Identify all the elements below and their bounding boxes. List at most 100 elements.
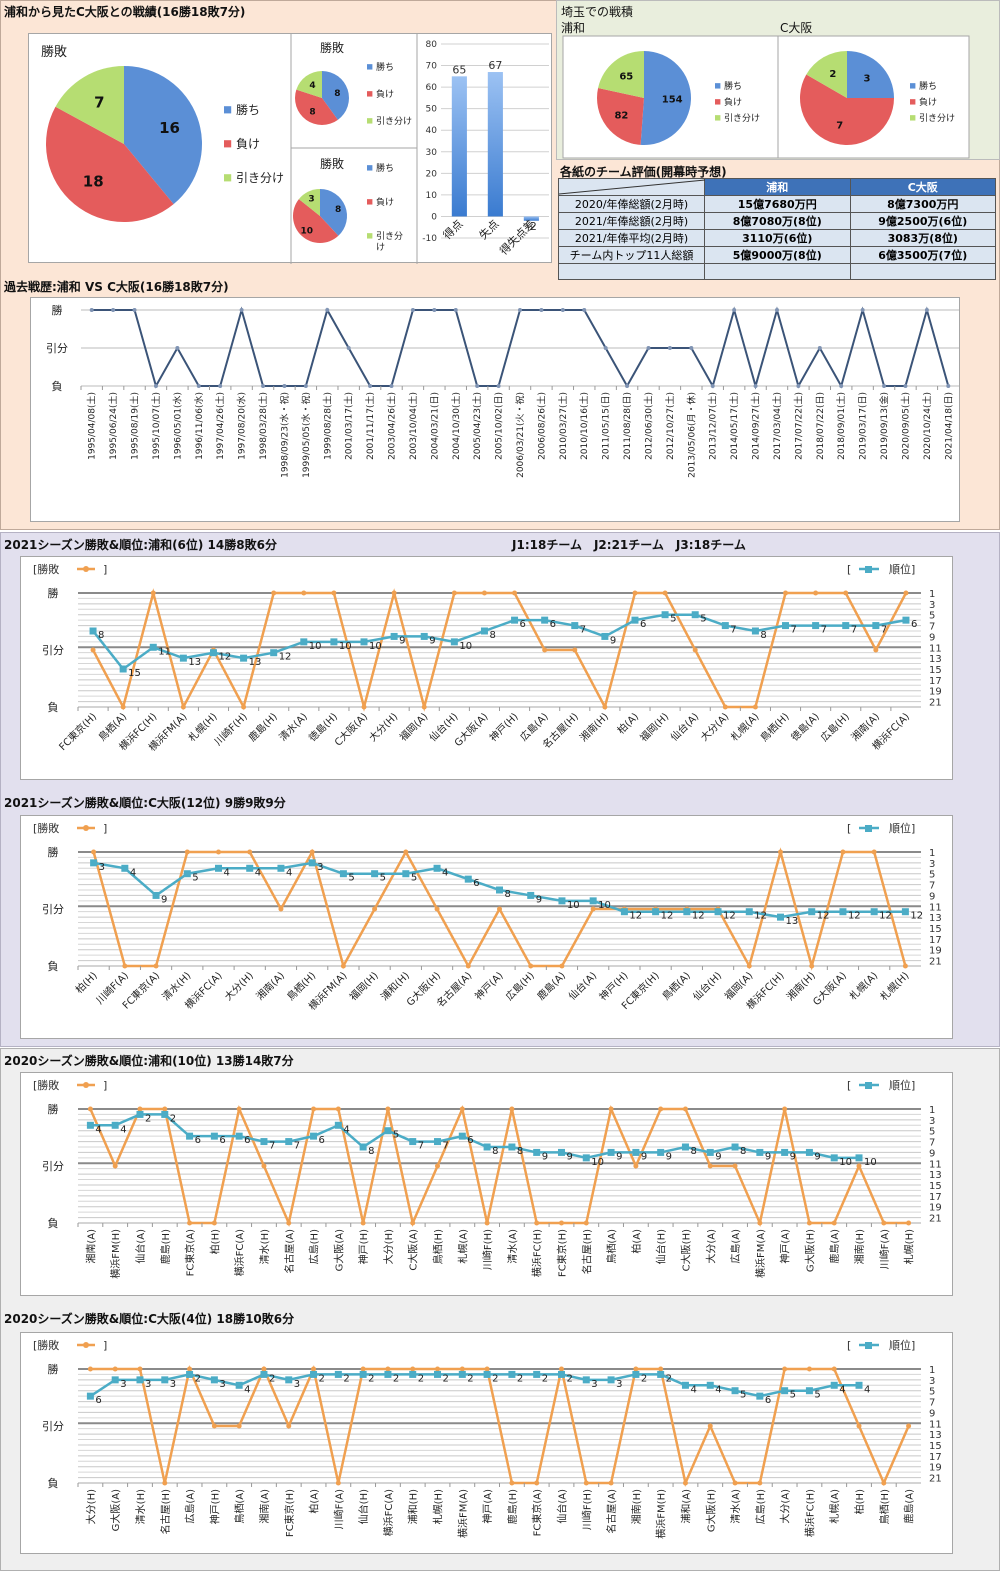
rank-data-label: 3	[591, 1379, 597, 1390]
legend-result-label: [勝敗	[33, 1078, 59, 1092]
x-tick-label: 神戸(A)	[472, 969, 506, 1003]
y-right-tick-label: 11	[929, 1159, 942, 1170]
result-point	[236, 1106, 242, 1112]
x-tick-label: 2020/09/05(土)	[899, 392, 911, 460]
result-point	[590, 906, 596, 912]
x-tick-label: 2003/10/04(土)	[407, 392, 419, 460]
x-tick-label: 仙台(A)	[566, 969, 600, 1003]
rank-point	[285, 1138, 293, 1146]
result-point	[385, 1366, 391, 1372]
result-series-line	[90, 1364, 910, 1488]
bar-data-label: -2	[526, 220, 537, 233]
legend-label: 引き分け	[236, 171, 284, 185]
rank-data-label: 4	[120, 1124, 126, 1135]
history-point	[732, 308, 737, 312]
y-right-tick-label: 19	[929, 946, 942, 957]
legend-swatch	[910, 99, 916, 105]
eval-row-label: チーム内トップ11人総額	[558, 246, 705, 264]
pie-data-label: 8	[334, 89, 340, 99]
pie-slice-draw	[55, 66, 124, 144]
rank-data-label: 10	[591, 1157, 604, 1168]
x-tick-label: 1995/04/08(土)	[86, 392, 98, 460]
rank-point	[161, 1376, 169, 1384]
result-point	[534, 1480, 540, 1486]
result-point	[682, 1480, 688, 1486]
saitama-cosaka-label: C大阪	[780, 21, 813, 35]
rank-point	[240, 654, 248, 662]
rank-point	[830, 1381, 838, 1389]
rank-point	[681, 1381, 689, 1389]
x-tick-label: 2018/07/22(日)	[815, 392, 826, 460]
eval-urawa-value: 5億9000万(8位)	[704, 246, 851, 264]
rank-data-label: 10	[567, 900, 580, 911]
x-tick-label: 大分(H)	[84, 1489, 97, 1524]
legend-swatch	[910, 83, 916, 89]
y-tick-label: 40	[426, 126, 438, 136]
rank-point	[277, 864, 285, 872]
history-point	[325, 308, 330, 312]
result-point	[831, 1366, 837, 1372]
y-left-tick-label: 勝	[48, 586, 59, 600]
rank-data-label: 9	[399, 635, 405, 646]
rank-point	[464, 875, 472, 883]
rank-point	[161, 1110, 169, 1118]
y-right-tick-label: 17	[929, 1192, 942, 1203]
rank-point	[745, 908, 753, 916]
x-tick-label: 2006/08/26(土)	[535, 392, 547, 460]
result-point	[632, 590, 638, 596]
rank-data-label: 2	[542, 1373, 548, 1384]
result-point	[150, 590, 156, 596]
rank-data-label: 4	[442, 867, 448, 878]
rank-point	[334, 1121, 342, 1129]
x-tick-label: 札幌(H)	[432, 1489, 445, 1524]
eval-urawa-value: 15億7680万円	[704, 195, 851, 213]
history-point	[839, 384, 844, 388]
result-point	[451, 590, 457, 596]
rank-point	[751, 627, 759, 635]
result-point	[873, 647, 879, 653]
result-point	[162, 1106, 168, 1112]
legend-swatch	[367, 233, 373, 239]
result-point	[528, 963, 534, 969]
legend-label: 引き分	[376, 231, 403, 242]
pie-data-label: 8	[309, 107, 315, 117]
rank-point	[384, 1127, 392, 1135]
rank-point	[872, 622, 880, 630]
rank-data-label: 13	[249, 657, 262, 668]
x-tick-label: 柏(A)	[630, 1229, 643, 1254]
x-tick-label: 2017/03/04(土)	[771, 392, 783, 460]
x-tick-label: 湘南(H)	[853, 1229, 866, 1264]
x-tick-label: 札幌(A)	[728, 710, 762, 744]
result-point	[757, 1480, 763, 1486]
x-tick-label: 徳島(A)	[788, 710, 822, 744]
rank-data-label: 3	[317, 862, 323, 873]
rank-data-label: 2	[517, 1373, 523, 1384]
x-tick-label: 札幌(H)	[877, 969, 911, 1003]
y-left-tick-label: 負	[48, 960, 59, 973]
x-tick-label: 広島(A)	[729, 1229, 742, 1264]
x-tick-label: 広島(H)	[818, 710, 852, 744]
rank-point	[215, 864, 222, 872]
x-tick-label: 柏(A)	[614, 710, 641, 737]
rank-data-label: 2	[666, 1373, 672, 1384]
y-right-tick-label: 15	[929, 1441, 942, 1452]
legend-label: 勝ち	[919, 80, 937, 92]
eval-urawa-value	[704, 263, 851, 280]
rank-data-label: 12	[879, 911, 892, 922]
eval-header-blank	[558, 178, 705, 196]
rank-point	[86, 1121, 94, 1129]
result-point	[572, 647, 578, 653]
pie-data-label: 7	[94, 94, 104, 112]
history-point	[625, 384, 630, 388]
result-point	[286, 1423, 292, 1429]
result-point	[782, 1106, 788, 1112]
rank-point	[496, 886, 503, 894]
x-tick-label: 名古屋(A)	[283, 1229, 296, 1274]
rank-data-label: 10	[309, 641, 322, 652]
rank-point	[390, 632, 398, 640]
y-tick-label: 60	[426, 83, 438, 93]
x-tick-label: 名古屋(A)	[605, 1489, 618, 1534]
